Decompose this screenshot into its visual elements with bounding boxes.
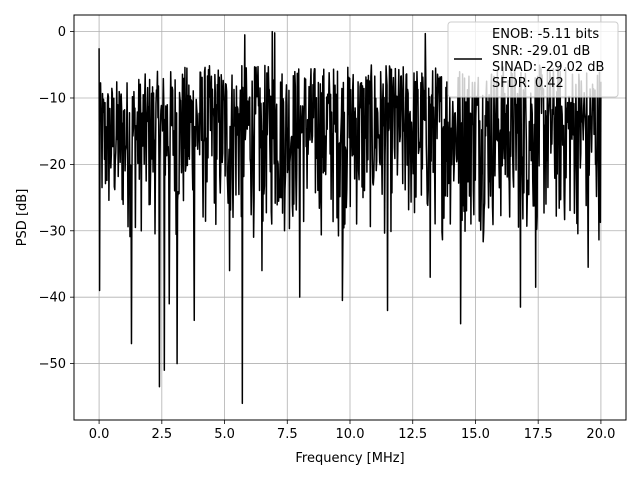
legend-line-sfdr: SFDR: 0.42 xyxy=(492,76,564,91)
y-axis-ticks: 0 −10 −20 −30 −40 −50 xyxy=(39,25,74,372)
x-tick-label: 20.0 xyxy=(586,427,615,442)
y-tick-label: 0 xyxy=(58,25,66,40)
y-axis-label: PSD [dB] xyxy=(15,189,30,247)
x-tick-label: 10.0 xyxy=(336,427,365,442)
x-axis-ticks: 0.0 2.5 5.0 7.5 10.0 12.5 15.0 17.5 20.0 xyxy=(89,420,615,442)
x-tick-label: 2.5 xyxy=(151,427,172,442)
x-axis-label: Frequency [MHz] xyxy=(295,451,404,466)
x-tick-label: 5.0 xyxy=(214,427,235,442)
y-tick-label: −40 xyxy=(39,291,66,306)
x-tick-label: 12.5 xyxy=(398,427,427,442)
legend-line-snr: SNR: -29.01 dB xyxy=(492,44,590,59)
legend: ENOB: -5.11 bits SNR: -29.01 dB SINAD: -… xyxy=(447,21,619,98)
x-tick-label: 0.0 xyxy=(89,427,110,442)
y-tick-label: −50 xyxy=(39,357,66,372)
y-tick-label: −20 xyxy=(39,158,66,173)
x-tick-label: 15.0 xyxy=(461,427,490,442)
psd-series-line xyxy=(98,30,602,405)
legend-line-sinad: SINAD: -29.02 dB xyxy=(492,60,604,75)
y-tick-label: −30 xyxy=(39,224,66,239)
x-tick-label: 17.5 xyxy=(524,427,553,442)
legend-box xyxy=(447,21,619,98)
y-tick-label: −10 xyxy=(39,91,66,106)
legend-line-enob: ENOB: -5.11 bits xyxy=(492,27,599,42)
x-tick-label: 7.5 xyxy=(277,427,298,442)
plot-area xyxy=(98,30,602,405)
